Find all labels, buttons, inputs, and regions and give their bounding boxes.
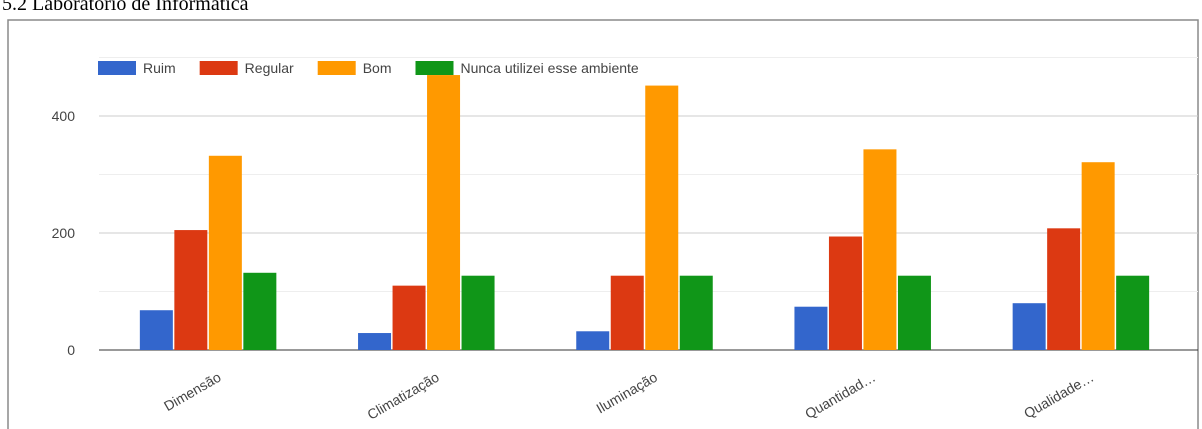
bar (1081, 162, 1115, 350)
y-tick-label: 200 (52, 225, 76, 241)
bar (1012, 303, 1046, 350)
bar (576, 331, 610, 350)
legend-label: Nunca utilizei esse ambiente (461, 60, 639, 76)
bar (679, 275, 713, 350)
bar (828, 236, 862, 350)
bar (1047, 228, 1081, 350)
legend-label: Ruim (143, 60, 176, 76)
bar (1116, 275, 1150, 350)
bar (461, 275, 495, 350)
bar (610, 275, 644, 350)
bar (794, 306, 828, 350)
bar (427, 75, 461, 351)
bar (208, 155, 242, 350)
bar (174, 230, 208, 350)
legend-label: Regular (245, 60, 294, 76)
legend-swatch (415, 61, 454, 75)
legend-swatch (317, 61, 356, 75)
chart-title: 5.2 Laboratório de Informática (2, 0, 249, 15)
bar (863, 149, 897, 350)
legend-swatch (98, 61, 136, 75)
y-tick-label: 400 (52, 108, 76, 124)
bar (358, 333, 392, 350)
bar (392, 285, 426, 350)
legend-label: Bom (363, 60, 392, 76)
chart-frame (7, 19, 1199, 429)
y-tick-label: 0 (67, 342, 75, 358)
bar (243, 272, 277, 350)
bar (897, 275, 931, 350)
bar (645, 85, 679, 350)
bar (139, 310, 173, 350)
legend-swatch (199, 61, 238, 75)
